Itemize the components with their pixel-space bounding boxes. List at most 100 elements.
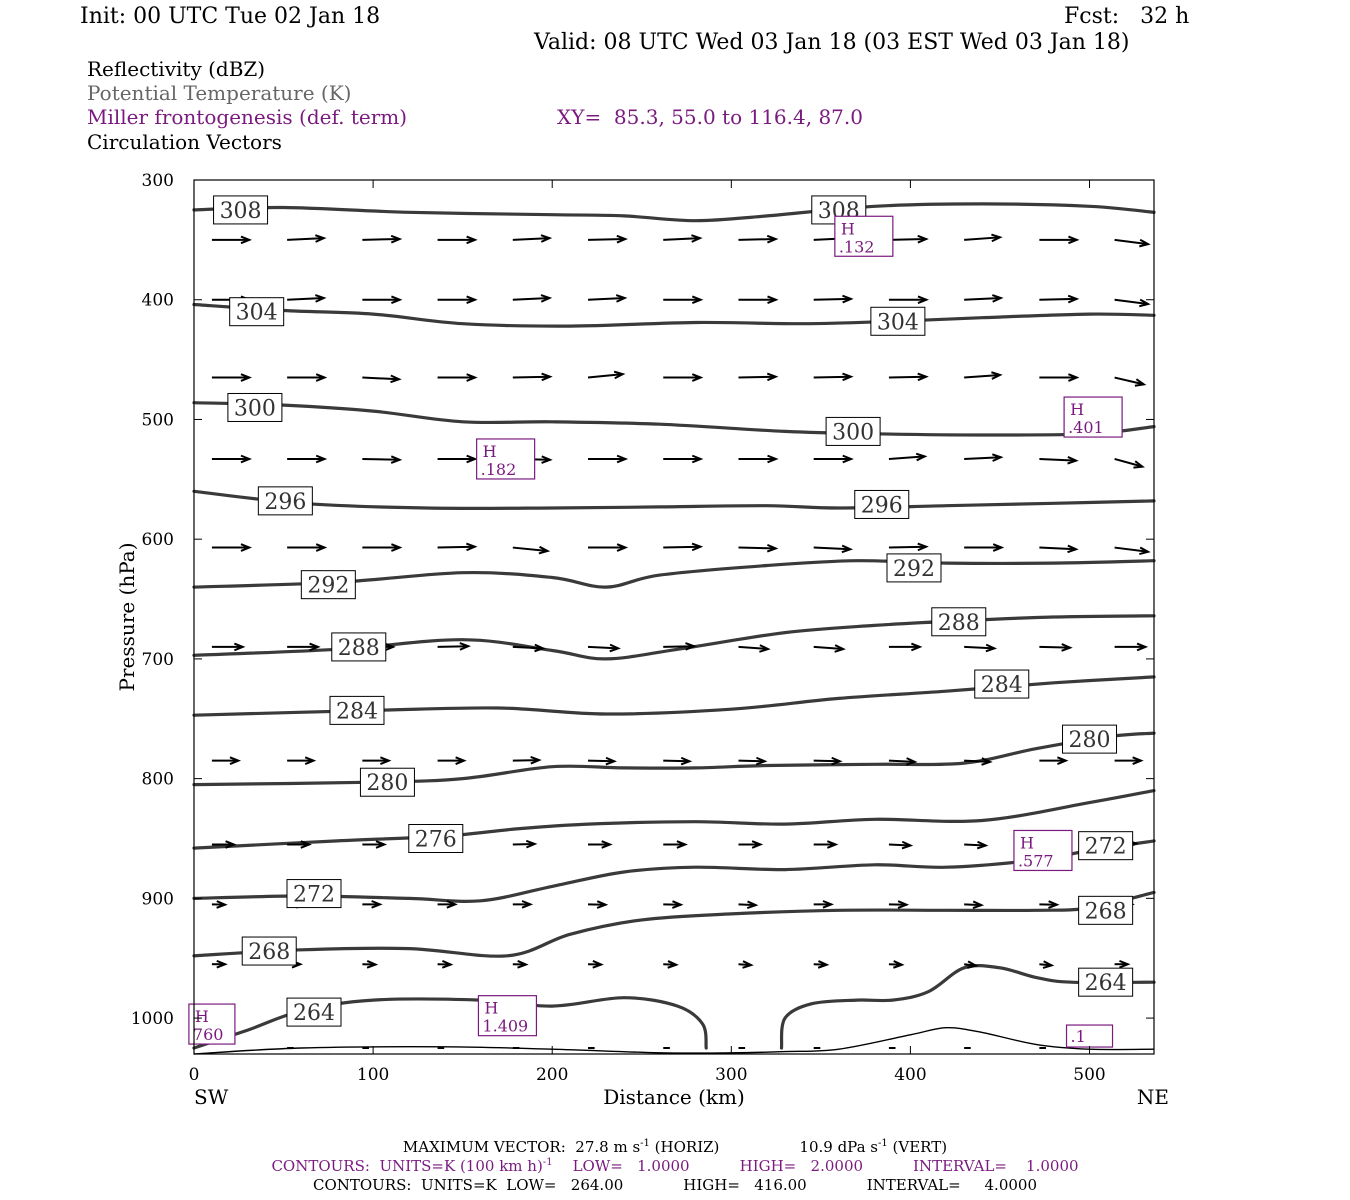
vector-shaft	[512, 237, 550, 241]
circulation-vector	[964, 840, 989, 850]
vector-head	[1068, 373, 1080, 382]
theta-label-text: 300	[234, 396, 276, 421]
vector-shaft	[1114, 546, 1149, 553]
theta-label-text: 268	[1085, 899, 1127, 924]
vector-head	[216, 959, 228, 969]
circulation-vector	[964, 371, 1003, 380]
theta-label-box	[286, 997, 342, 1027]
x-end-right-label: NE	[1137, 1085, 1169, 1109]
contours2-high: HIGH= 416.00	[683, 1176, 807, 1194]
circulation-vector	[211, 959, 228, 969]
circulation-vector	[437, 295, 478, 304]
circulation-vector	[1114, 546, 1151, 556]
theta-label-text: 292	[307, 574, 349, 599]
vector-head	[917, 234, 929, 244]
theta-label-264: 264	[1078, 967, 1134, 997]
theta-label-300: 300	[227, 392, 283, 422]
theta-label-264: 264	[286, 997, 342, 1027]
frontogenesis-box	[476, 438, 536, 480]
circulation-vector	[738, 756, 768, 766]
theta-label-296: 296	[854, 489, 910, 519]
circulation-vector	[362, 455, 403, 464]
vector-head	[981, 757, 993, 766]
theta-label-box	[359, 767, 415, 797]
vector-head	[834, 644, 846, 653]
vector-shaft	[287, 237, 324, 241]
contours1-units: CONTOURS: UNITS=K (100 km h)	[271, 1157, 543, 1175]
vector-head	[676, 840, 688, 849]
circulation-vector	[512, 643, 546, 653]
circulation-vector	[512, 372, 553, 382]
x-tick-label: 500	[1073, 1065, 1105, 1085]
circulation-vector	[738, 960, 754, 969]
vector-head	[991, 453, 1004, 462]
vector-head	[534, 643, 546, 653]
theta-label-box	[1078, 895, 1134, 925]
vector-shaft	[663, 645, 694, 648]
vector-shaft	[888, 545, 927, 549]
vector-head	[315, 543, 328, 552]
vector-shaft	[437, 645, 469, 648]
vector-head	[1134, 378, 1147, 387]
vector-shaft	[888, 759, 915, 763]
circulation-vector	[512, 900, 534, 909]
circulation-vector	[211, 840, 237, 849]
circulation-vector	[587, 370, 626, 380]
theta-label-box	[408, 823, 464, 853]
theta-contours	[192, 202, 1156, 1050]
vector-shaft	[663, 237, 700, 241]
vector-head	[667, 960, 679, 969]
vector-shaft	[362, 376, 400, 381]
circulation-vector	[888, 900, 910, 909]
circulation-vector	[512, 234, 553, 243]
circulation-vector	[888, 757, 918, 766]
vector-head	[616, 454, 629, 464]
circulation-vector	[964, 543, 1005, 552]
vector-head	[541, 372, 553, 382]
circulation-vector	[437, 235, 478, 245]
circulation-vector	[888, 542, 929, 552]
vector-head	[538, 545, 551, 555]
vector-head	[609, 643, 621, 653]
vector-head	[1042, 960, 1055, 969]
theta-label-text: 284	[981, 673, 1023, 698]
y-tick-label: 700	[142, 650, 174, 670]
vector-head	[391, 295, 403, 304]
vector-head	[992, 543, 1005, 552]
circulation-vector	[211, 900, 228, 909]
circulation-vector	[663, 454, 704, 464]
vector-head	[746, 900, 759, 910]
vector-shaft	[663, 759, 690, 763]
circulation-vector	[1039, 235, 1080, 245]
frontogenesis-value: .182	[481, 460, 517, 479]
vector-shaft	[738, 759, 765, 763]
circulation-vector	[211, 454, 253, 464]
circulation-vector	[1039, 456, 1079, 465]
axes: 0 100 200 300 400 500 300 400 500 600 700 800 900 100…	[131, 171, 1154, 1085]
theta-label-box	[1078, 831, 1134, 861]
circulation-vector	[362, 295, 403, 304]
vector-shaft	[888, 843, 911, 847]
theta-label-276: 276	[408, 823, 464, 853]
circulation-vector	[588, 840, 613, 849]
vector-shaft	[888, 238, 927, 241]
max-vector-vert: 10.9 dPa s-1 (VERT)	[799, 1138, 947, 1156]
vector-head	[1067, 294, 1080, 304]
terrain-line	[193, 1026, 1155, 1055]
theta-label-box	[213, 195, 269, 225]
theta-label-280: 280	[1062, 724, 1118, 754]
vector-head	[766, 234, 779, 244]
theta-label-box	[870, 306, 926, 336]
vector-head	[841, 544, 854, 554]
vector-head	[466, 454, 478, 464]
vector-head	[1139, 298, 1151, 308]
vector-shaft	[1114, 376, 1145, 386]
vector-shaft	[813, 645, 844, 651]
theta-contour-296	[192, 489, 1156, 511]
circulation-vector	[964, 900, 985, 910]
vector-head	[897, 900, 910, 909]
theta-label-box	[974, 669, 1030, 699]
x-tick-label: 400	[894, 1065, 926, 1085]
vector-head	[680, 756, 693, 766]
theta-label-box	[931, 607, 987, 637]
